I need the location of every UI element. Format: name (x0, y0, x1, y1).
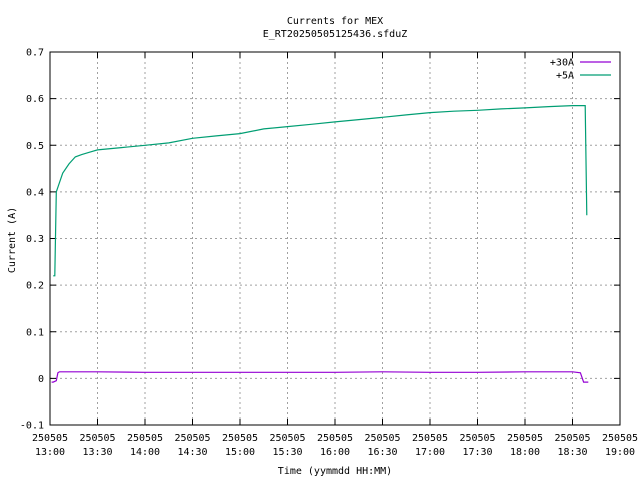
legend-label: +5A (556, 71, 574, 82)
legend: +30A +5A (550, 58, 611, 82)
x-tick-date-label: 250505 (32, 433, 68, 444)
x-tick-time-label: 15:00 (225, 447, 255, 458)
legend-label: +30A (550, 58, 574, 69)
x-tick-time-label: 17:00 (415, 447, 445, 458)
x-tick-time-label: 16:30 (367, 447, 397, 458)
x-tick-time-label: 18:30 (557, 447, 587, 458)
x-tick-time-label: 13:00 (35, 447, 65, 458)
x-tick-time-label: 14:00 (130, 447, 160, 458)
x-axis-ticks: 250505 13:00 250505 13:30 250505 14:00 250505 1… (32, 52, 638, 458)
x-tick-date-label: 250505 (602, 433, 638, 444)
x-tick-time-label: 16:00 (320, 447, 350, 458)
y-axis-ticks: -0.1 0 0.1 0.2 0.3 0.4 0.5 0.6 0.7 (20, 48, 620, 432)
x-tick-date-label: 250505 (317, 433, 353, 444)
x-axis-label: Time (yymmdd HH:MM) (278, 466, 392, 477)
x-tick-date-label: 250505 (79, 433, 115, 444)
y-tick-label: 0.2 (26, 281, 44, 292)
x-tick-date-label: 250505 (174, 433, 210, 444)
y-tick-label: 0.4 (26, 187, 44, 198)
y-tick-label: 0.6 (26, 94, 44, 105)
plot-frame (49, 51, 621, 426)
x-tick-time-label: 15:30 (272, 447, 302, 458)
y-tick-label: 0.5 (26, 141, 44, 152)
y-tick-label: 0.1 (26, 327, 44, 338)
x-tick-date-label: 250505 (507, 433, 543, 444)
x-tick-time-label: 14:30 (177, 447, 207, 458)
series-line-5a (53, 104, 588, 277)
series-line-30a (51, 371, 589, 383)
x-tick-time-label: 13:30 (82, 447, 112, 458)
y-axis-label: Current (A) (7, 207, 18, 273)
x-tick-date-label: 250505 (364, 433, 400, 444)
x-tick-date-label: 250505 (412, 433, 448, 444)
chart-title: Currents for MEX (287, 16, 383, 27)
y-tick-label: 0.7 (26, 48, 44, 59)
x-tick-date-label: 250505 (459, 433, 495, 444)
x-tick-time-label: 17:30 (462, 447, 492, 458)
x-tick-date-label: 250505 (269, 433, 305, 444)
x-tick-date-label: 250505 (222, 433, 258, 444)
x-tick-date-label: 250505 (554, 433, 590, 444)
y-tick-label: 0.3 (26, 234, 44, 245)
x-tick-time-label: 19:00 (605, 447, 635, 458)
y-tick-label: -0.1 (20, 421, 44, 432)
x-tick-date-label: 250505 (127, 433, 163, 444)
x-tick-time-label: 18:00 (510, 447, 540, 458)
y-tick-label: 0 (38, 374, 44, 385)
chart-subtitle: E_RT20250505125436.sfduZ (263, 29, 408, 40)
series-group (51, 104, 589, 383)
